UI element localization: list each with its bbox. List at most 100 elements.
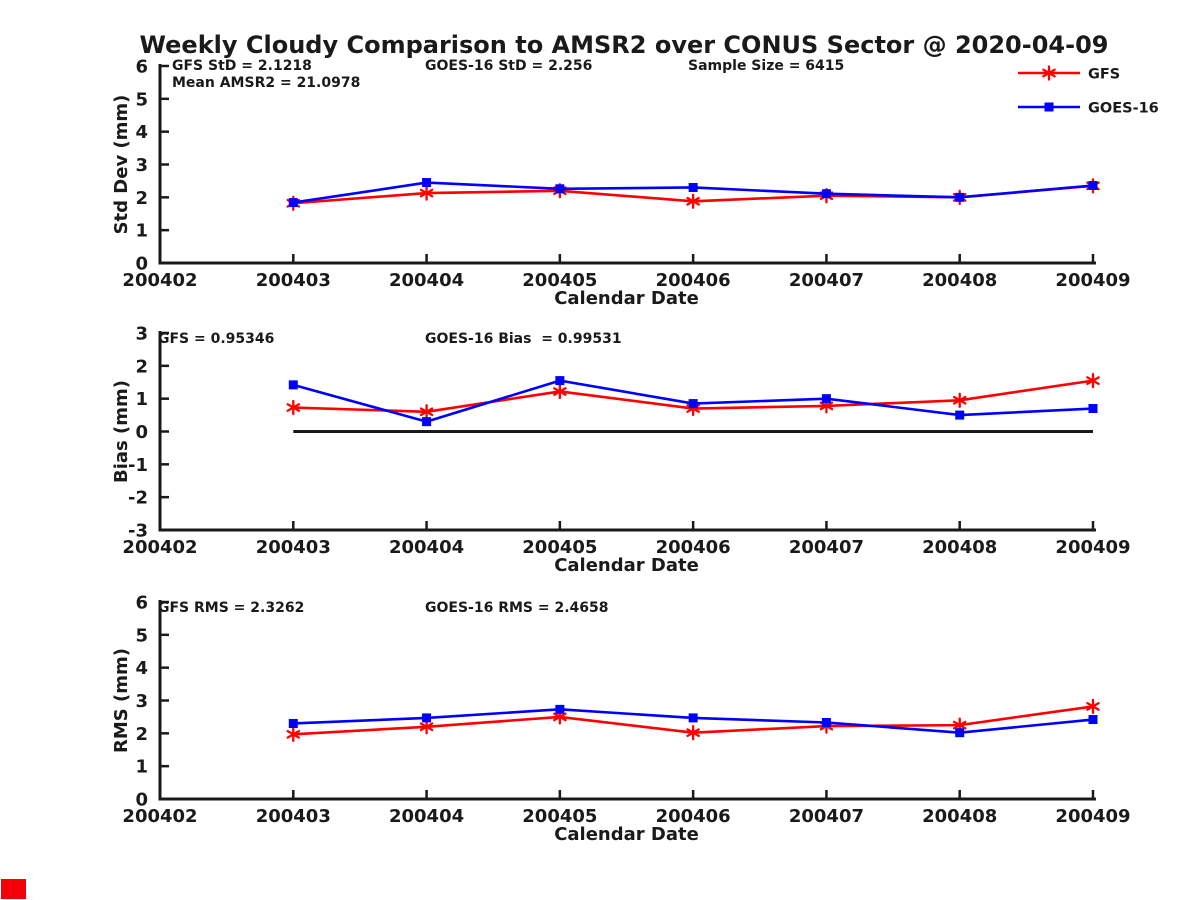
square-marker <box>555 184 565 194</box>
stat-annotation: GOES-16 Bias = 0.99531 <box>425 331 622 347</box>
asterisk-marker <box>286 403 301 412</box>
y-tick-label: 2 <box>135 188 148 209</box>
x-tick-label: 200409 <box>1055 270 1130 291</box>
chart-title: Weekly Cloudy Comparison to AMSR2 over C… <box>140 31 1109 59</box>
y-axis-title: Bias (mm) <box>111 380 132 483</box>
x-tick-label: 200409 <box>1055 806 1130 827</box>
asterisk-marker <box>419 188 434 198</box>
asterisk-marker <box>419 407 434 417</box>
y-tick-label: 0 <box>135 790 148 811</box>
square-marker <box>555 376 565 386</box>
asterisk-marker <box>686 728 700 738</box>
x-tick-label: 200403 <box>256 270 331 291</box>
x-tick-label: 200405 <box>522 806 597 827</box>
x-tick-label: 200406 <box>656 270 731 291</box>
y-tick-label: 5 <box>135 89 148 110</box>
y-tick-label: 6 <box>135 593 148 614</box>
y-tick-label: 2 <box>135 356 148 377</box>
square-marker <box>955 728 965 738</box>
square-marker <box>1088 715 1098 725</box>
asterisk-marker <box>553 712 567 722</box>
x-tick-label: 200403 <box>256 537 331 558</box>
subplot-bias: -3 -2 -1 0 1 2 3 200402 200403 200404 200405 200406… <box>111 324 1131 577</box>
x-tick-label: 200402 <box>122 806 197 827</box>
x-tick-label: 200408 <box>922 806 997 827</box>
x-tick-label: 200407 <box>789 270 864 291</box>
x-tick-label: 200406 <box>656 537 731 558</box>
stat-annotation: GFS RMS = 2.3262 <box>158 600 304 616</box>
stat-annotation: Mean AMSR2 = 21.0978 <box>172 75 360 91</box>
legend-label: GFS <box>1088 67 1120 83</box>
square-marker <box>422 713 432 723</box>
stat-annotation: GOES-16 StD = 2.256 <box>425 58 592 74</box>
square-marker <box>1088 404 1098 414</box>
square-marker <box>821 717 831 727</box>
asterisk-marker <box>686 196 700 206</box>
legend-label: GOES-16 <box>1088 101 1159 117</box>
x-tick-label: 200408 <box>922 537 997 558</box>
square-marker <box>688 399 698 409</box>
x-tick-label: 200402 <box>122 270 197 291</box>
asterisk-marker <box>1042 68 1056 78</box>
y-axis-title: Std Dev (mm) <box>111 95 132 235</box>
corner-red-marker <box>1 879 26 899</box>
square-marker <box>422 417 432 427</box>
y-tick-label: 1 <box>135 389 148 410</box>
square-marker <box>821 394 831 404</box>
y-tick-label: 3 <box>135 155 148 176</box>
square-marker <box>688 182 698 192</box>
stat-annotation: GOES-16 RMS = 2.4658 <box>425 600 609 616</box>
subplot-std-dev: 0 1 2 3 4 5 6 200402 200403 200404 200405 200406 200… <box>111 57 1131 310</box>
asterisk-marker <box>419 722 434 732</box>
y-tick-label: -2 <box>128 488 148 509</box>
x-tick-label: 200407 <box>789 806 864 827</box>
y-tick-label: 2 <box>135 724 148 745</box>
square-marker <box>1044 102 1054 112</box>
legend: GFS GOES-16 <box>1018 65 1159 117</box>
y-tick-label: 5 <box>135 625 148 646</box>
stat-annotation: GFS StD = 2.1218 <box>172 58 312 74</box>
x-tick-label: 200402 <box>122 537 197 558</box>
x-tick-label: 200406 <box>656 806 731 827</box>
asterisk-marker <box>1086 702 1100 711</box>
x-axis-title: Calendar Date <box>554 288 699 309</box>
x-axis-title: Calendar Date <box>554 555 699 576</box>
y-tick-label: 3 <box>135 324 148 345</box>
asterisk-marker <box>553 387 567 396</box>
x-tick-label: 200404 <box>389 270 464 291</box>
x-tick-label: 200407 <box>789 537 864 558</box>
stat-annotation: GFS = 0.95346 <box>158 331 274 347</box>
x-tick-label: 200408 <box>922 270 997 291</box>
x-tick-label: 200403 <box>256 806 331 827</box>
x-tick-label: 200404 <box>389 806 464 827</box>
y-tick-label: 0 <box>135 422 148 443</box>
asterisk-marker <box>819 401 834 411</box>
x-tick-label: 200405 <box>522 537 597 558</box>
y-tick-label: -3 <box>128 521 148 542</box>
asterisk-marker <box>1086 376 1100 386</box>
square-marker <box>821 189 831 199</box>
y-tick-label: -1 <box>128 455 148 476</box>
square-marker <box>688 713 698 723</box>
square-marker <box>1088 181 1098 191</box>
x-tick-label: 200405 <box>522 270 597 291</box>
square-marker <box>288 380 298 390</box>
x-tick-label: 200409 <box>1055 537 1130 558</box>
square-marker <box>288 198 298 208</box>
y-tick-label: 0 <box>135 254 148 275</box>
stat-annotation: Sample Size = 6415 <box>688 58 844 74</box>
asterisk-marker <box>952 395 967 405</box>
asterisk-marker <box>952 720 967 730</box>
y-tick-label: 1 <box>135 757 148 778</box>
subplot-rms: 0 1 2 3 4 5 6 200402 200403 200404 200405 200406 200… <box>111 593 1131 846</box>
y-tick-label: 4 <box>135 658 148 679</box>
square-marker <box>955 192 965 202</box>
y-tick-label: 1 <box>135 221 148 242</box>
square-marker <box>422 178 432 188</box>
y-axis-title: RMS (mm) <box>111 648 132 753</box>
square-marker <box>955 410 965 420</box>
square-marker <box>288 718 298 728</box>
